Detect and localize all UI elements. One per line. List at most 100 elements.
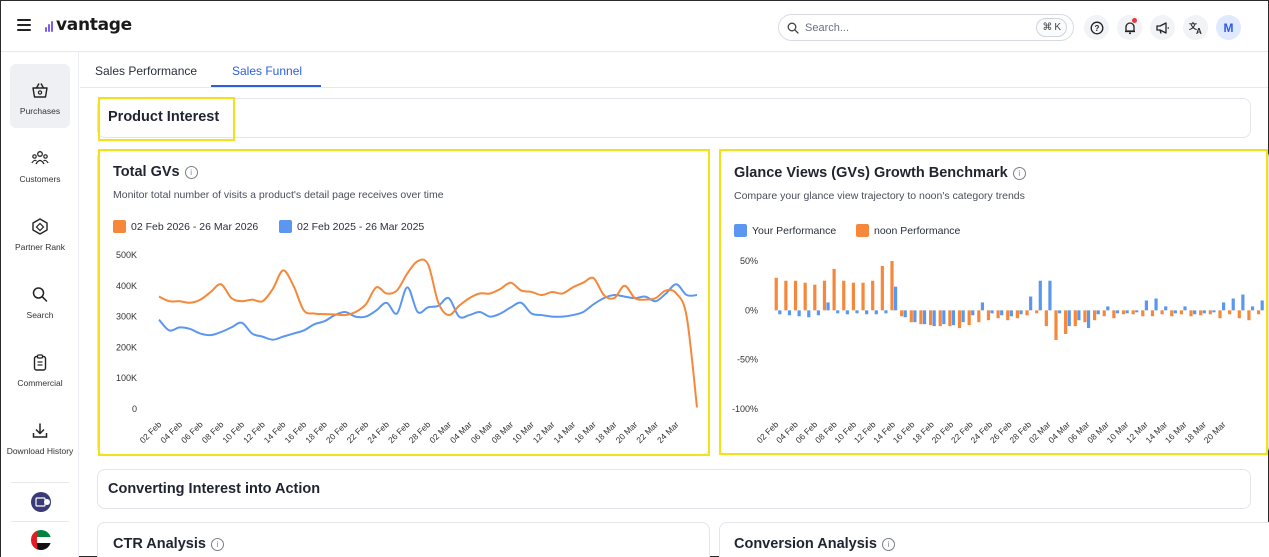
info-icon[interactable]: i xyxy=(881,537,895,551)
search-box[interactable]: ⌘K xyxy=(778,14,1074,41)
notification-bell-icon[interactable] xyxy=(1117,15,1142,40)
legend-item-noon-performance[interactable]: noon Performance xyxy=(856,224,960,237)
legend-item-your-performance[interactable]: Your Performance xyxy=(734,224,836,237)
download-icon xyxy=(31,420,49,440)
vantage-logo[interactable]: vantage xyxy=(45,15,132,35)
bar-noon-performance xyxy=(1102,310,1106,317)
bar-your-performance xyxy=(1154,298,1158,311)
x-tick-label: 04 Mar xyxy=(448,419,474,445)
legend-item-2026[interactable]: 02 Feb 2026 - 26 Mar 2026 xyxy=(113,220,258,233)
bar-noon-performance xyxy=(1150,310,1155,317)
bar-your-performance xyxy=(980,302,985,311)
bar-noon-performance xyxy=(793,280,798,311)
highlight-box xyxy=(98,97,235,141)
tab-bar: Sales Performance Sales Funnel xyxy=(80,52,1268,88)
bar-your-performance xyxy=(913,310,917,323)
bar-noon-performance xyxy=(1170,310,1174,317)
hamburger-menu-icon[interactable] xyxy=(17,19,31,31)
sidebar-item-customers[interactable]: Customers xyxy=(10,132,70,196)
partner-rank-icon xyxy=(31,216,49,236)
uae-flag-icon[interactable] xyxy=(31,530,51,550)
sidebar-item-commercial[interactable]: Commercial xyxy=(10,336,70,400)
bar-your-performance xyxy=(1067,310,1071,327)
bar-your-performance xyxy=(1183,306,1187,311)
x-tick-label: 24 Mar xyxy=(655,419,681,445)
bar-noon-performance xyxy=(842,280,846,311)
search-icon xyxy=(787,22,799,34)
total-gvs-subtitle: Monitor total number of visits a product… xyxy=(113,189,444,201)
y-tick-label: 200K xyxy=(116,342,137,352)
sidebar: Purchases Customers Partner Rank Search … xyxy=(1,52,79,557)
bar-noon-performance xyxy=(957,310,962,329)
bar-noon-performance xyxy=(1199,310,1203,316)
bar-your-performance xyxy=(1029,296,1033,311)
bar-noon-performance xyxy=(871,280,875,311)
info-icon[interactable]: i xyxy=(210,537,224,551)
info-icon[interactable]: i xyxy=(184,165,198,179)
bar-noon-performance xyxy=(861,282,865,311)
info-icon[interactable]: i xyxy=(1012,166,1026,180)
product-interest-header xyxy=(97,98,1251,138)
top-bar: vantage ⌘K ? 文A M xyxy=(1,1,1268,52)
bar-your-performance xyxy=(1115,310,1120,314)
legend-swatch-orange xyxy=(113,220,126,233)
ctr-analysis-title: CTR Analysis i xyxy=(113,536,224,552)
x-tick-label: 14 Mar xyxy=(551,419,577,445)
store-switcher-icon[interactable] xyxy=(31,492,51,512)
growth-benchmark-subtitle: Compare your glance view trajectory to n… xyxy=(734,190,1025,202)
bar-your-performance xyxy=(932,310,936,327)
y-tick-label: -100% xyxy=(732,404,758,414)
y-tick-label: 0 xyxy=(132,404,137,414)
converting-interest-header xyxy=(97,469,1251,509)
user-avatar[interactable]: M xyxy=(1216,15,1241,40)
shortcut-badge: ⌘ K xyxy=(1036,18,1067,37)
bar-noon-performance xyxy=(900,310,904,317)
bar-noon-performance xyxy=(822,280,827,311)
bar-your-performance xyxy=(1250,306,1255,311)
help-icon[interactable]: ? xyxy=(1084,15,1109,40)
bar-noon-performance xyxy=(919,310,923,325)
highlight-box xyxy=(98,149,710,456)
x-tick-label: 08 Mar xyxy=(489,419,515,445)
bar-your-performance xyxy=(1212,310,1216,313)
x-tick-label: 12 Feb xyxy=(241,419,267,445)
bar-your-performance xyxy=(816,310,821,316)
shopping-basket-icon xyxy=(31,80,49,100)
total-gvs-title: Total GVs i xyxy=(113,164,198,180)
x-tick-label: 22 Feb xyxy=(345,419,371,445)
bar-your-performance xyxy=(826,302,830,311)
bar-noon-performance xyxy=(1189,310,1193,317)
chart-title-text: Conversion Analysis xyxy=(734,536,877,552)
bar-your-performance xyxy=(922,310,927,325)
growth-benchmark-title: Glance Views (GVs) Growth Benchmark i xyxy=(734,165,1026,181)
legend-label: 02 Feb 2025 - 26 Mar 2025 xyxy=(297,220,425,233)
bar-noon-performance xyxy=(1044,310,1048,327)
bar-your-performance xyxy=(855,310,859,314)
search-input[interactable] xyxy=(805,21,1025,34)
bar-noon-performance xyxy=(1131,310,1135,315)
notification-dot xyxy=(1132,18,1137,23)
bar-your-performance xyxy=(1260,300,1264,311)
x-tick-label: 24 Feb xyxy=(365,419,391,445)
sidebar-item-download-history[interactable]: Download History xyxy=(7,404,73,468)
x-tick-label: 08 Feb xyxy=(200,419,226,445)
x-tick-label: 18 Feb xyxy=(303,419,329,445)
y-tick-label: 0% xyxy=(745,305,758,315)
sidebar-item-label: Download History xyxy=(6,446,74,456)
bar-noon-performance xyxy=(967,310,971,326)
bar-your-performance xyxy=(1125,310,1129,314)
bar-noon-performance xyxy=(1256,310,1261,315)
tab-sales-performance[interactable]: Sales Performance xyxy=(95,64,198,78)
bar-your-performance xyxy=(951,310,956,326)
bar-your-performance xyxy=(1106,306,1110,311)
bar-noon-performance xyxy=(1054,310,1058,340)
legend-item-2025[interactable]: 02 Feb 2025 - 26 Mar 2025 xyxy=(279,220,424,233)
tab-sales-funnel[interactable]: Sales Funnel xyxy=(232,64,303,78)
bar-noon-performance xyxy=(1064,310,1068,335)
megaphone-icon[interactable] xyxy=(1150,15,1175,40)
sidebar-item-purchases[interactable]: Purchases xyxy=(10,64,70,128)
sidebar-item-partner-rank[interactable]: Partner Rank xyxy=(10,200,70,264)
sidebar-item-search[interactable]: Search xyxy=(10,268,70,332)
x-tick-label: 28 Feb xyxy=(407,419,433,445)
